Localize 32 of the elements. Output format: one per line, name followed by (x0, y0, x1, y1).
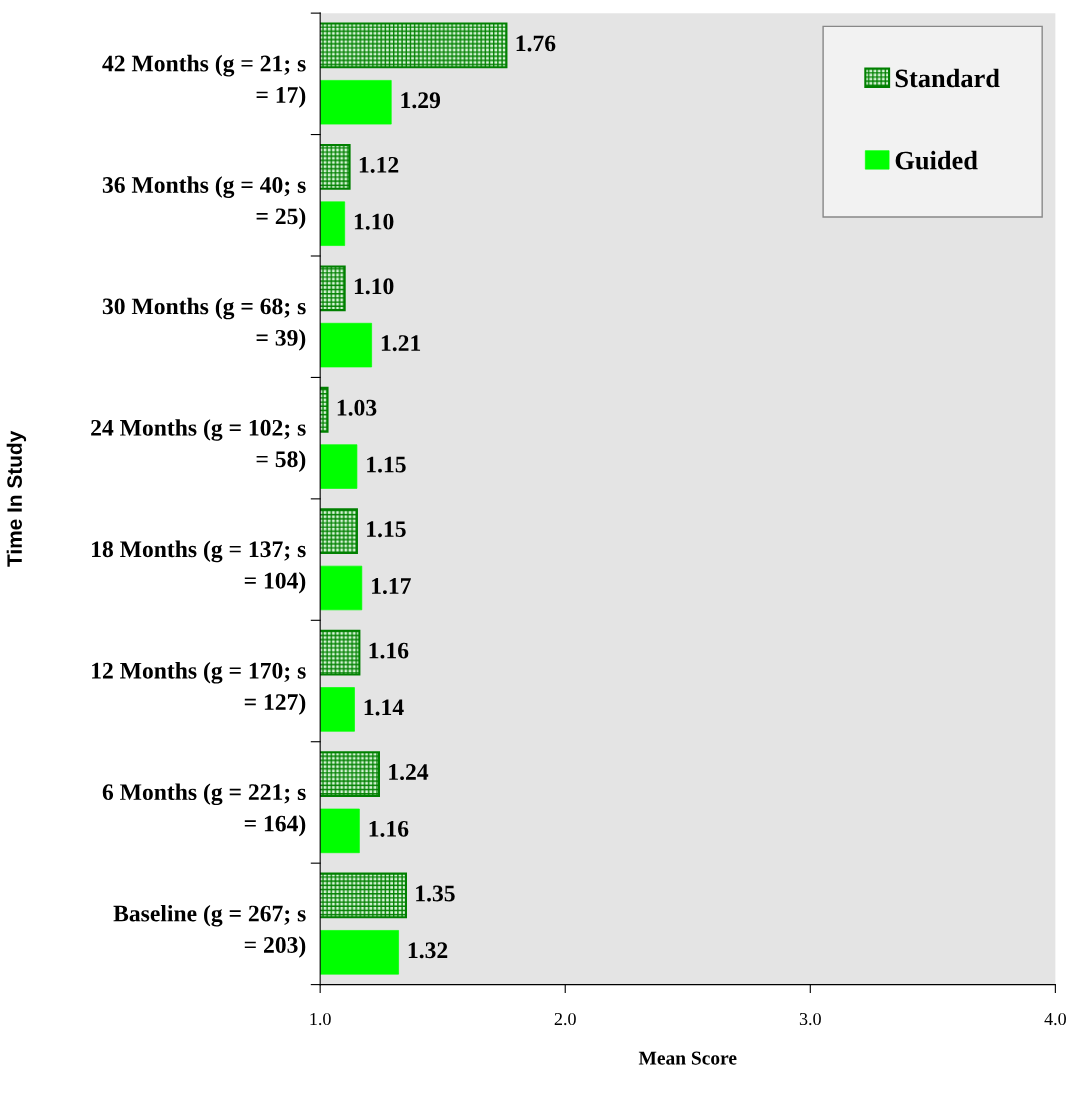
data-label: 1.10 (354, 213, 394, 230)
data-label: 1.16 (369, 820, 409, 837)
y-tick-label: 6 Months (g = 221; s = 164) (102, 783, 306, 837)
legend-label: Guided (895, 150, 978, 170)
y-tick-label: 36 Months (g = 40; s = 25) (102, 176, 306, 230)
x-tick-label: 1.0 (310, 1012, 331, 1026)
data-label: 1.76 (516, 35, 556, 52)
data-label: 1.32 (408, 942, 448, 959)
data-label: 1.35 (416, 885, 455, 902)
data-label: 1.15 (367, 456, 406, 473)
legend-label: Standard (895, 68, 1000, 88)
data-label: 1.17 (372, 578, 411, 595)
y-tick-label: Baseline (g = 267; s = 203) (113, 904, 306, 958)
y-tick-label: 30 Months (g = 68; s = 39) (102, 297, 306, 351)
data-label: 1.16 (369, 642, 409, 659)
x-tick-label: 4.0 (1044, 1012, 1066, 1026)
y-tick-label: 42 Months (g = 21; s = 17) (102, 54, 306, 108)
y-tick-label: 12 Months (g = 170; s = 127) (92, 662, 306, 715)
x-axis-title: Mean Score (638, 1051, 737, 1065)
data-label: 1.14 (364, 699, 404, 716)
x-tick-label: 2.0 (554, 1012, 576, 1026)
data-label: 1.03 (337, 399, 377, 416)
y-tick-label: 24 Months (g = 102; s = 58) (91, 419, 306, 472)
y-axis-title: Time In Study (6, 430, 27, 567)
y-tick-label: 18 Months (g = 137; s = 104) (92, 540, 306, 594)
data-label: 1.29 (401, 92, 441, 109)
data-label: 1.15 (367, 521, 406, 538)
data-label: 1.10 (354, 278, 394, 295)
data-label: 1.21 (381, 335, 421, 352)
x-tick-label: 3.0 (799, 1012, 821, 1026)
data-label: 1.12 (359, 156, 399, 173)
data-label: 1.24 (389, 764, 429, 781)
